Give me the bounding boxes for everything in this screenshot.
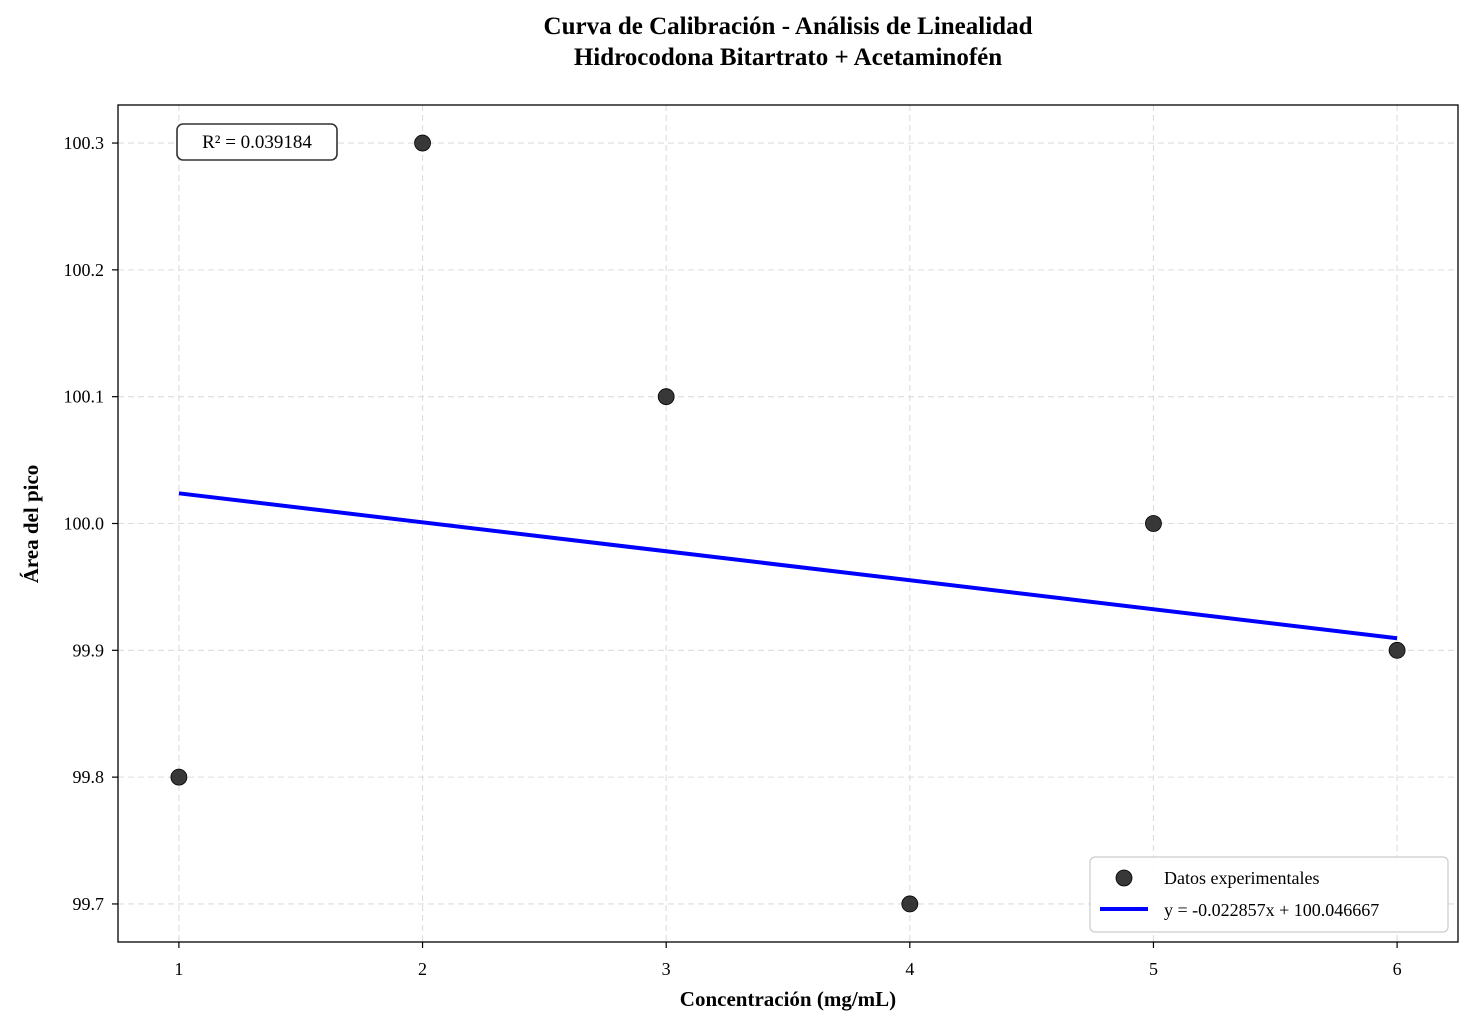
data-point xyxy=(170,768,188,786)
y-tick-label: 99.7 xyxy=(73,894,105,914)
r-squared-text: R² = 0.039184 xyxy=(202,132,312,153)
legend-label-scatter: Datos experimentales xyxy=(1164,868,1319,888)
x-tick-label: 5 xyxy=(1149,959,1158,979)
r-squared-annotation: R² = 0.039184 xyxy=(176,123,338,161)
legend-label-fit: y = -0.022857x + 100.046667 xyxy=(1164,900,1379,920)
y-tick-label: 100.3 xyxy=(64,133,105,153)
legend: Datos experimentales y = -0.022857x + 10… xyxy=(1089,856,1449,933)
x-axis-ticks: 1 2 3 4 5 6 xyxy=(174,942,1402,979)
y-tick-label: 99.8 xyxy=(73,767,105,787)
y-tick-label: 100.1 xyxy=(64,387,105,407)
y-axis-ticks: 99.7 99.8 99.9 100.0 100.1 100.2 100.3 xyxy=(64,133,118,914)
x-tick-label: 3 xyxy=(662,959,671,979)
data-point xyxy=(1145,515,1162,532)
x-tick-label: 2 xyxy=(418,959,427,979)
y-axis-label: Área del pico xyxy=(19,465,43,584)
data-point xyxy=(414,134,431,152)
y-tick-label: 100.0 xyxy=(64,514,105,534)
y-tick-label: 99.9 xyxy=(73,640,105,660)
x-tick-label: 4 xyxy=(905,959,914,979)
x-tick-label: 6 xyxy=(1393,959,1402,979)
x-tick-label: 1 xyxy=(174,959,183,979)
chart-subtitle: Hidrocodona Bitartrato + Acetaminofén xyxy=(574,44,1002,71)
annotation-box xyxy=(176,123,338,161)
fit-line-layer xyxy=(178,491,1398,641)
data-point xyxy=(657,388,675,406)
data-point xyxy=(901,895,919,913)
chart-title: Curva de Calibración - Análisis de Linea… xyxy=(544,13,1033,40)
data-points xyxy=(170,134,1406,913)
x-axis-label: Concentración (mg/mL) xyxy=(680,987,896,1011)
grid-lines xyxy=(118,105,1458,942)
data-point xyxy=(1388,641,1406,659)
legend-box xyxy=(1089,856,1449,933)
fit-line xyxy=(178,491,1398,641)
legend-scatter-marker xyxy=(1115,869,1133,887)
y-tick-label: 100.2 xyxy=(64,260,105,280)
